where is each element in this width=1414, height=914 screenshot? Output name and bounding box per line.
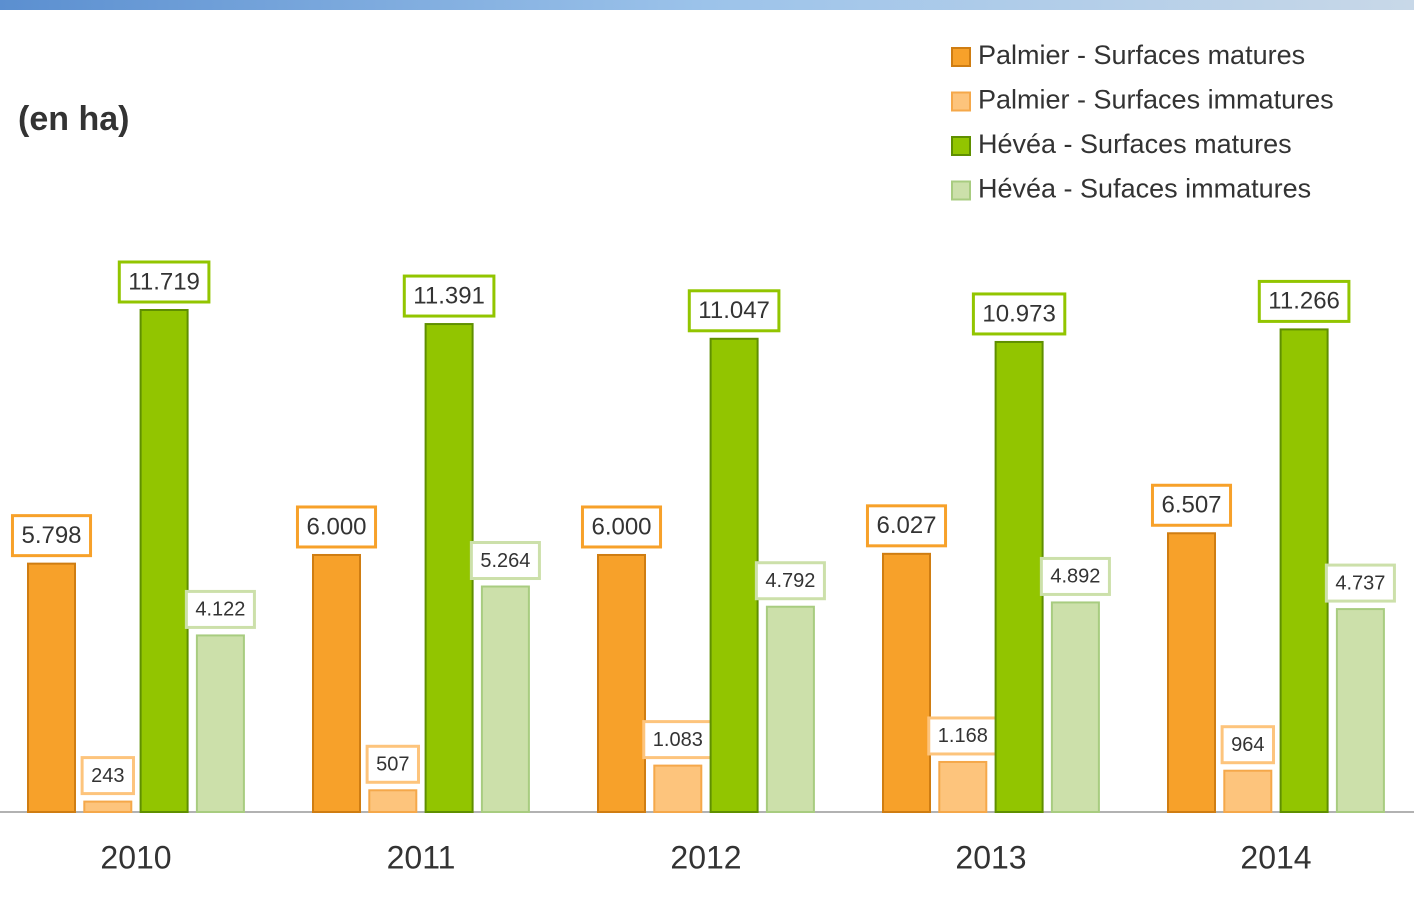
- bar: [195, 634, 245, 813]
- data-label: 6.027: [876, 512, 936, 539]
- data-label-box: [1039, 556, 1111, 596]
- bar: [424, 323, 474, 813]
- data-label-box: [865, 504, 948, 548]
- data-label-box: [117, 260, 211, 304]
- legend-swatch: [951, 47, 971, 67]
- bar: [765, 605, 815, 814]
- bar: [1335, 608, 1385, 813]
- bar: [480, 585, 530, 813]
- data-label: 10.973: [982, 300, 1055, 327]
- data-label-box: [184, 589, 256, 629]
- data-label: 243: [91, 765, 124, 787]
- bar: [994, 340, 1044, 813]
- data-label-box: [469, 541, 541, 581]
- x-tick-label: 2014: [1240, 839, 1311, 875]
- data-label-box: [1257, 279, 1351, 323]
- bar: [1223, 769, 1273, 813]
- data-label-box: [580, 505, 663, 549]
- legend-label: Hévéa - Sufaces immatures: [978, 174, 1311, 204]
- legend-label: Hévéa - Surfaces matures: [978, 129, 1292, 159]
- bar: [653, 764, 703, 813]
- data-label-box: [971, 292, 1067, 336]
- data-label: 5.264: [480, 550, 530, 572]
- data-label-box: [687, 289, 781, 333]
- data-label-box: [1324, 563, 1396, 603]
- bar: [1279, 328, 1329, 813]
- x-tick-label: 2012: [670, 839, 741, 875]
- bar: [368, 789, 418, 813]
- data-label: 6.000: [306, 513, 366, 540]
- bar: [1167, 532, 1216, 813]
- legend-label: Palmier - Surfaces immatures: [978, 85, 1334, 115]
- data-label: 11.719: [128, 268, 200, 295]
- data-label: 11.047: [698, 297, 770, 324]
- data-label-box: [365, 744, 420, 784]
- data-label-box: [80, 756, 135, 796]
- data-label: 4.737: [1335, 572, 1385, 594]
- legend-swatch: [951, 91, 971, 112]
- data-label: 507: [376, 754, 409, 776]
- data-label: 11.266: [1268, 288, 1340, 315]
- data-label: 1.168: [938, 725, 988, 747]
- data-label: 1.083: [653, 729, 703, 751]
- x-tick-label: 2011: [387, 839, 456, 875]
- x-tick-label: 2010: [100, 839, 171, 875]
- bar: [27, 562, 76, 814]
- legend-label: Palmier - Surfaces matures: [978, 40, 1305, 70]
- data-label-box: [295, 505, 378, 549]
- data-label-box: [10, 514, 93, 558]
- data-label-box: [1220, 725, 1275, 765]
- bar: [83, 800, 133, 814]
- x-tick-label: 2013: [955, 839, 1026, 875]
- bar: [139, 309, 189, 813]
- chart-title: (en ha): [18, 100, 129, 138]
- header-band: [0, 0, 1414, 10]
- data-label: 964: [1231, 734, 1264, 756]
- bar: [312, 553, 361, 814]
- data-label: 4.792: [765, 570, 815, 592]
- bar: [938, 760, 988, 813]
- data-label: 5.798: [21, 522, 81, 549]
- data-label: 6.000: [591, 513, 651, 540]
- legend-swatch: [951, 180, 971, 201]
- bar: [709, 337, 759, 813]
- bar: [1050, 601, 1100, 813]
- bar: [882, 552, 931, 813]
- data-label: 4.122: [195, 599, 245, 621]
- bar: [597, 553, 646, 814]
- data-label: 4.892: [1050, 566, 1100, 588]
- data-label-box: [754, 561, 826, 601]
- data-label: 6.507: [1161, 492, 1221, 519]
- legend-swatch: [951, 136, 971, 156]
- data-label-box: [1150, 483, 1233, 527]
- data-label: 11.391: [413, 282, 485, 309]
- data-label-box: [402, 274, 496, 318]
